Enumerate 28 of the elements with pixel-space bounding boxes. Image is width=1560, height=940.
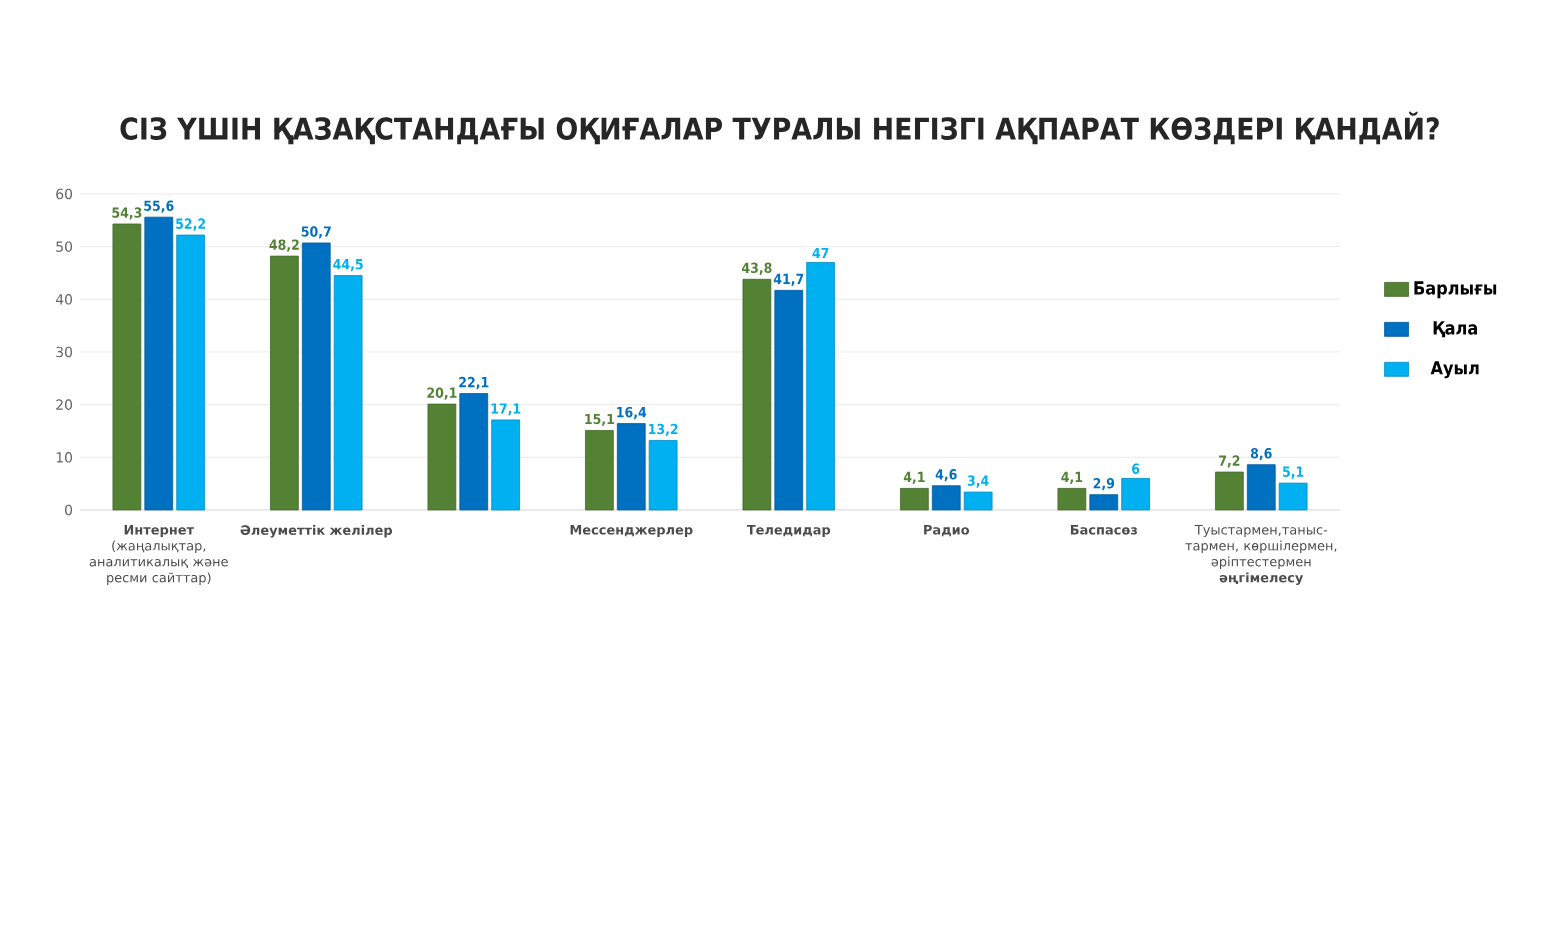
bar bbox=[616, 423, 646, 511]
bar bbox=[176, 234, 205, 511]
bar bbox=[459, 393, 489, 511]
bar bbox=[333, 275, 363, 511]
bar bbox=[742, 278, 772, 511]
legend-label: Ауыл bbox=[1430, 361, 1479, 379]
bar bbox=[1278, 482, 1308, 511]
legend-label: Қала bbox=[1433, 321, 1477, 338]
bar bbox=[144, 216, 174, 511]
chart-title: СІЗ ҮШІН ҚАЗАҚСТАНДАҒЫ ОҚИҒАЛАР ТУРАЛЫ НЕГІЗГІ АҚПАРАТ КӨЗДЕРІ ҚАНДАЙ? bbox=[120, 111, 1439, 145]
bar bbox=[585, 430, 614, 511]
bar bbox=[648, 440, 678, 511]
bar bbox=[1057, 487, 1087, 511]
bar bbox=[112, 223, 142, 511]
bar bbox=[1089, 494, 1119, 511]
bar bbox=[1246, 464, 1276, 511]
bar bbox=[806, 262, 835, 511]
bar bbox=[491, 419, 520, 511]
bar bbox=[900, 487, 929, 511]
bar bbox=[1121, 477, 1150, 511]
bar bbox=[427, 403, 457, 511]
bar bbox=[301, 242, 331, 511]
bar bbox=[774, 289, 804, 511]
bar bbox=[1215, 471, 1244, 511]
legend-label: Барлығы bbox=[1414, 281, 1497, 299]
bar bbox=[963, 491, 993, 511]
bar bbox=[270, 255, 299, 511]
bar bbox=[931, 485, 961, 511]
